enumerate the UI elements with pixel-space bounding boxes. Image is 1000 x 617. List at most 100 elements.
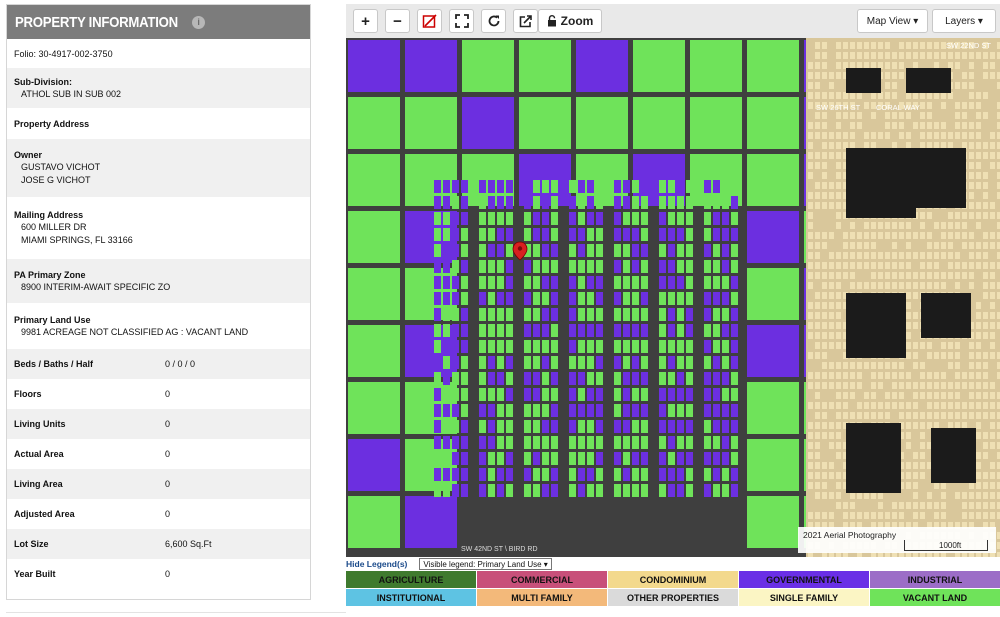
parcel (542, 196, 549, 209)
parcel (632, 324, 639, 337)
info-icon[interactable]: i (192, 15, 206, 29)
building-lot (843, 102, 848, 109)
building-lot (829, 142, 834, 149)
parcel (497, 212, 504, 225)
parcel (452, 260, 459, 273)
parcel (533, 452, 540, 465)
legend-grid: AGRICULTURE COMMERCIAL CONDOMINIUM GOVERNME… (346, 571, 1000, 606)
location-pin-icon[interactable] (512, 241, 528, 261)
building-lot (857, 92, 862, 99)
building-lot (934, 222, 939, 229)
building-lot (976, 382, 981, 389)
building-lot (969, 332, 974, 339)
parcel (488, 388, 495, 401)
urban-area (806, 38, 1000, 557)
zoom-out-button[interactable]: − (385, 9, 410, 33)
parcel (731, 276, 738, 289)
primary-land-use-row: Primary Land Use 9981 ACREAGE NOT CLASSI… (7, 303, 310, 349)
parcel (731, 260, 738, 273)
zoom-lock-button[interactable]: Zoom (538, 9, 602, 33)
building-lot (808, 242, 813, 249)
parcel (747, 154, 799, 206)
fullscreen-button[interactable] (449, 9, 474, 33)
parcel (497, 372, 504, 385)
layers-dropdown[interactable]: Layers ▾ (932, 9, 996, 33)
building-lot (892, 512, 897, 519)
building-lot (969, 482, 974, 489)
building-lot (836, 112, 841, 119)
building-lot (899, 132, 904, 139)
parcel (434, 372, 441, 385)
lock-icon (547, 15, 556, 27)
parcel (731, 484, 738, 497)
building-lot (969, 182, 974, 189)
parcel (542, 324, 549, 337)
building-lot (906, 92, 911, 99)
divider (6, 612, 346, 613)
parcel (434, 212, 441, 225)
building-lot (913, 272, 918, 279)
building-lot (843, 62, 848, 69)
parcel (551, 388, 558, 401)
parcel (461, 276, 468, 289)
parcel (506, 404, 513, 417)
building-lot (843, 552, 848, 557)
owner-name-2: JOSE G VICHOT (21, 175, 91, 185)
parcel (569, 356, 576, 369)
draw-button[interactable] (417, 9, 442, 33)
building-lot (920, 252, 925, 259)
zoom-in-button[interactable]: + (353, 9, 378, 33)
folio-row: Folio: 30-4917-002-3750 (7, 39, 310, 68)
legend-select[interactable]: Visible legend: Primary Land Use ▾ (419, 558, 552, 570)
building-lot (997, 162, 1000, 169)
building-lot (808, 322, 813, 329)
building-lot (871, 402, 876, 409)
parcel (569, 308, 576, 321)
mailing-line-2: MIAMI SPRINGS, FL 33166 (21, 235, 133, 245)
living-area-row: Living Area 0 (7, 469, 310, 499)
hide-legend-link[interactable]: Hide Legend(s) (346, 559, 408, 569)
building-lot (885, 282, 890, 289)
building-lot (997, 42, 1000, 49)
parcel (551, 180, 558, 193)
building-lot (850, 362, 855, 369)
parcel (623, 388, 630, 401)
building-lot (850, 502, 855, 509)
parcel (533, 324, 540, 337)
building-lot (955, 392, 960, 399)
parcel (524, 484, 531, 497)
building-lot (962, 212, 967, 219)
building-lot (990, 282, 995, 289)
parcel (632, 276, 639, 289)
map-canvas[interactable]: SW 26TH ST CORAL WAY SW 22ND ST SW 42ND … (346, 38, 1000, 557)
building-lot (899, 282, 904, 289)
building-lot (990, 272, 995, 279)
building-lot (892, 142, 897, 149)
building-lot (976, 182, 981, 189)
building-lot (997, 112, 1000, 119)
building-lot (962, 142, 967, 149)
building-lot (878, 62, 883, 69)
building-lot (857, 42, 862, 49)
building-lot (997, 192, 1000, 199)
building-lot (815, 482, 820, 489)
map-view-dropdown[interactable]: Map View ▾ (857, 9, 928, 33)
parcel (506, 340, 513, 353)
parcel (506, 260, 513, 273)
building-lot (983, 272, 988, 279)
building-lot (990, 202, 995, 209)
floors-value: 0 (165, 389, 171, 399)
share-button[interactable] (513, 9, 538, 33)
building-lot (857, 242, 862, 249)
parcel (677, 388, 684, 401)
parcel (677, 468, 684, 481)
parcel (569, 212, 576, 225)
building-lot (843, 472, 848, 479)
refresh-button[interactable] (481, 9, 506, 33)
parcel (542, 404, 549, 417)
parcel (479, 324, 486, 337)
building-lot (906, 312, 911, 319)
parcel (348, 154, 400, 206)
parcel (443, 212, 450, 225)
parcel (452, 436, 459, 449)
